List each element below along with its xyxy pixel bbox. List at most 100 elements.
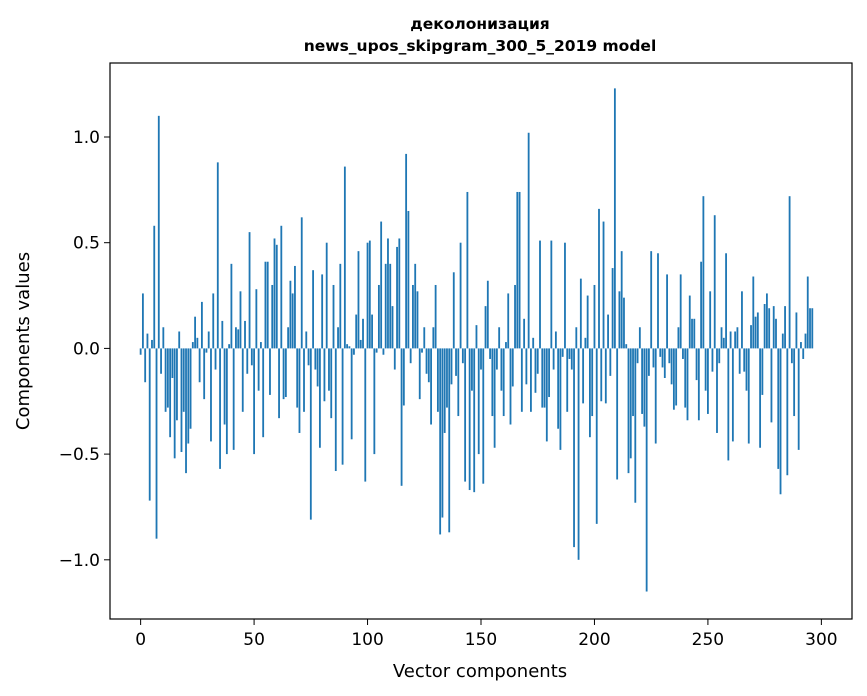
bar [151,339,153,349]
bar [629,348,632,459]
bar [205,348,208,353]
bar [595,348,598,524]
bar [307,348,310,366]
bar [659,348,662,357]
bar [777,348,780,469]
bar [761,348,764,395]
bar [561,348,564,357]
bar [259,342,262,349]
bar [382,348,385,355]
bar [248,232,251,349]
bar [350,348,353,440]
bar [228,344,231,349]
bar [591,348,594,417]
bar [602,221,605,349]
bar [752,276,755,349]
bar [759,348,762,448]
bar [427,348,430,383]
bar [632,348,634,417]
bar [393,348,396,370]
bar [754,316,757,349]
bar [359,339,362,349]
bar [548,348,550,398]
bar [709,291,712,349]
bar [407,210,410,349]
bar [287,327,290,349]
bar [473,348,476,493]
bar [284,348,287,398]
bar [273,238,276,349]
bar [679,274,682,349]
bar [500,348,503,391]
bar [396,246,398,349]
bar [806,276,809,349]
bar [337,327,339,349]
bar [786,348,789,476]
bar [620,251,623,349]
plot-area-frame [109,62,853,620]
bar [441,348,444,518]
bar [736,327,739,349]
y-axis-label: Components values [13,252,34,430]
bar [781,333,784,349]
bar [139,348,142,355]
bar [532,337,535,349]
bar [779,348,782,495]
bar [611,268,614,349]
bar [141,293,144,349]
bar [486,280,489,349]
bar [216,162,219,349]
bar [593,284,596,349]
bar [536,348,539,374]
bar [176,348,178,421]
bar [663,348,666,378]
bar [682,348,684,359]
bar [511,348,514,387]
bar [722,337,725,349]
bar [523,318,526,349]
bar [298,348,301,433]
bar [384,263,387,349]
bar [684,348,687,408]
bar [246,348,249,374]
bar [387,238,389,349]
bar [198,348,201,383]
bar [144,348,147,383]
bar [514,284,516,349]
bar [180,348,183,452]
bar [747,348,750,444]
bar [675,348,678,406]
bar [634,348,637,503]
bar [582,348,585,404]
bar [194,316,196,349]
y-axis-ticks: −1.0 −0.5 0.0 0.5 1.0 [59,128,110,571]
bar [618,291,621,349]
bar [772,306,775,349]
bar [423,327,426,349]
bar [436,348,439,412]
bar [691,318,693,349]
bar [727,348,730,461]
bar [225,348,228,455]
bar [271,284,274,349]
bar [502,348,505,417]
bar [187,348,190,444]
bar [550,240,553,349]
bar [498,327,501,349]
bar [296,348,299,408]
bar [339,263,342,349]
bar [688,295,691,349]
bar [802,348,805,359]
bar [600,348,603,402]
x-tick-label: 150 [465,630,497,650]
bar [468,348,471,491]
bar [348,346,351,349]
bar [418,348,421,400]
bar [214,348,217,370]
bar [255,289,258,349]
bar [432,327,435,349]
bar [741,291,743,349]
bar [294,265,296,349]
bar [366,242,369,349]
bar [203,348,206,400]
